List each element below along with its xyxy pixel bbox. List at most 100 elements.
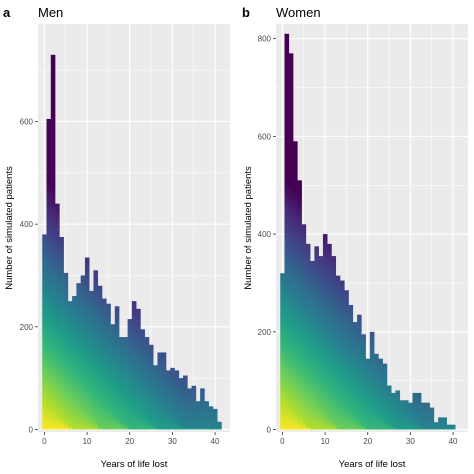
bar [42, 234, 47, 430]
bar [131, 301, 137, 430]
bar [327, 243, 332, 430]
y-tick-label: 800 [258, 35, 272, 44]
bar [67, 301, 73, 430]
bar [157, 352, 163, 430]
bar [161, 352, 167, 430]
y-tick-label: 400 [20, 220, 34, 229]
bar [340, 280, 345, 430]
bar [314, 246, 319, 430]
bar [97, 285, 103, 430]
bar [301, 224, 307, 430]
panel-b: b Women 0 200 400 600 800 0 10 20 30 40 Years of… [242, 5, 468, 470]
x-tick-label: 10 [83, 437, 92, 446]
x-tick-label: 40 [449, 437, 458, 446]
panel-title-men: Men [38, 5, 63, 20]
bar [433, 422, 439, 430]
bar [114, 306, 120, 430]
bar [357, 314, 362, 430]
x-axis-title-women: Years of life lost [339, 459, 406, 470]
bar [297, 180, 302, 430]
bar [212, 408, 218, 430]
bar [421, 402, 426, 430]
bar [438, 417, 443, 430]
bar [140, 329, 145, 430]
bar [76, 283, 81, 430]
bar [369, 331, 375, 430]
bar [429, 407, 435, 430]
bar [446, 424, 452, 430]
bar [450, 424, 456, 430]
bar [399, 400, 405, 430]
x-tick-label: 10 [321, 437, 330, 446]
bar [110, 324, 116, 430]
y-tick-label: 200 [258, 328, 272, 337]
bar [425, 402, 430, 430]
y-ticks-men: 0 200 400 600 [20, 118, 38, 434]
bar [408, 402, 413, 430]
bar [395, 390, 401, 430]
bar [335, 275, 341, 430]
bar [195, 401, 201, 430]
y-tick-label: 200 [20, 323, 34, 332]
bar [102, 298, 107, 430]
bar [382, 363, 388, 430]
bar [127, 319, 133, 430]
bar [84, 257, 90, 430]
bar [187, 388, 192, 430]
bars-men [42, 54, 222, 430]
x-ticks-men: 0 10 20 30 40 [42, 432, 220, 446]
bar [322, 234, 328, 430]
bar [217, 421, 222, 430]
bar [331, 256, 337, 430]
bar [72, 296, 77, 430]
bar [412, 392, 418, 430]
y-tick-label: 0 [267, 426, 272, 435]
x-tick-label: 20 [363, 437, 372, 446]
bar [166, 370, 171, 430]
bar [93, 270, 99, 430]
bar [144, 337, 150, 430]
bar [288, 53, 294, 430]
bar [55, 203, 60, 430]
y-tick-label: 600 [258, 132, 272, 141]
bar [136, 308, 141, 430]
bar [46, 118, 52, 430]
y-tick-label: 600 [20, 118, 34, 127]
panel-letter-a: a [3, 5, 11, 20]
bar [280, 273, 285, 430]
bar [374, 353, 379, 430]
bar [391, 392, 396, 430]
bar [174, 370, 180, 430]
bar [352, 322, 358, 430]
bars-women [280, 33, 456, 430]
bar [59, 236, 64, 430]
y-ticks-women: 0 200 400 600 800 [258, 35, 276, 435]
y-axis-title-women: Number of simulated patients [243, 166, 254, 290]
panel-letter-b: b [242, 5, 250, 20]
bar [404, 400, 409, 430]
bar [50, 54, 56, 430]
x-tick-label: 40 [211, 437, 220, 446]
bar [63, 272, 69, 430]
bar [416, 392, 422, 430]
bar [344, 290, 349, 430]
y-tick-label: 400 [258, 230, 272, 239]
x-tick-label: 0 [280, 437, 285, 446]
bar [318, 256, 324, 430]
bar [148, 344, 154, 430]
bar [123, 337, 128, 430]
bar [348, 304, 354, 430]
bar [361, 334, 366, 430]
bar [204, 401, 209, 430]
bar [89, 290, 94, 430]
x-tick-label: 20 [125, 437, 134, 446]
bar [119, 337, 124, 430]
panel-title-women: Women [276, 5, 321, 20]
bar [200, 388, 205, 430]
bar [178, 378, 184, 430]
x-tick-label: 30 [406, 437, 415, 446]
x-axis-title-men: Years of life lost [101, 459, 168, 470]
bar [284, 33, 290, 430]
bar [208, 406, 214, 430]
bar [153, 365, 158, 430]
